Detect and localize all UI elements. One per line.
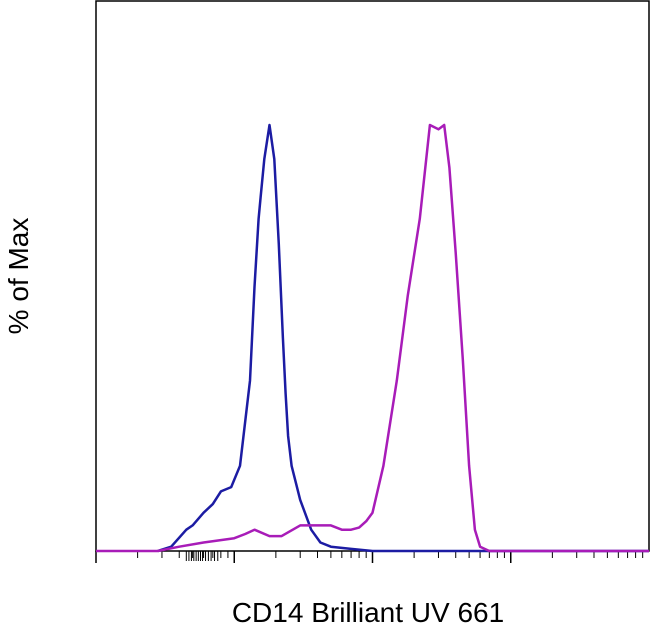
plot-frame [95,0,650,552]
series-line-1 [157,123,649,553]
x-axis-label: CD14 Brilliant UV 661 [232,597,504,628]
y-axis-label: % of Max [3,218,34,335]
series-line-2 [96,123,649,553]
series-layer [96,123,649,553]
x-axis-ticks [95,551,644,563]
